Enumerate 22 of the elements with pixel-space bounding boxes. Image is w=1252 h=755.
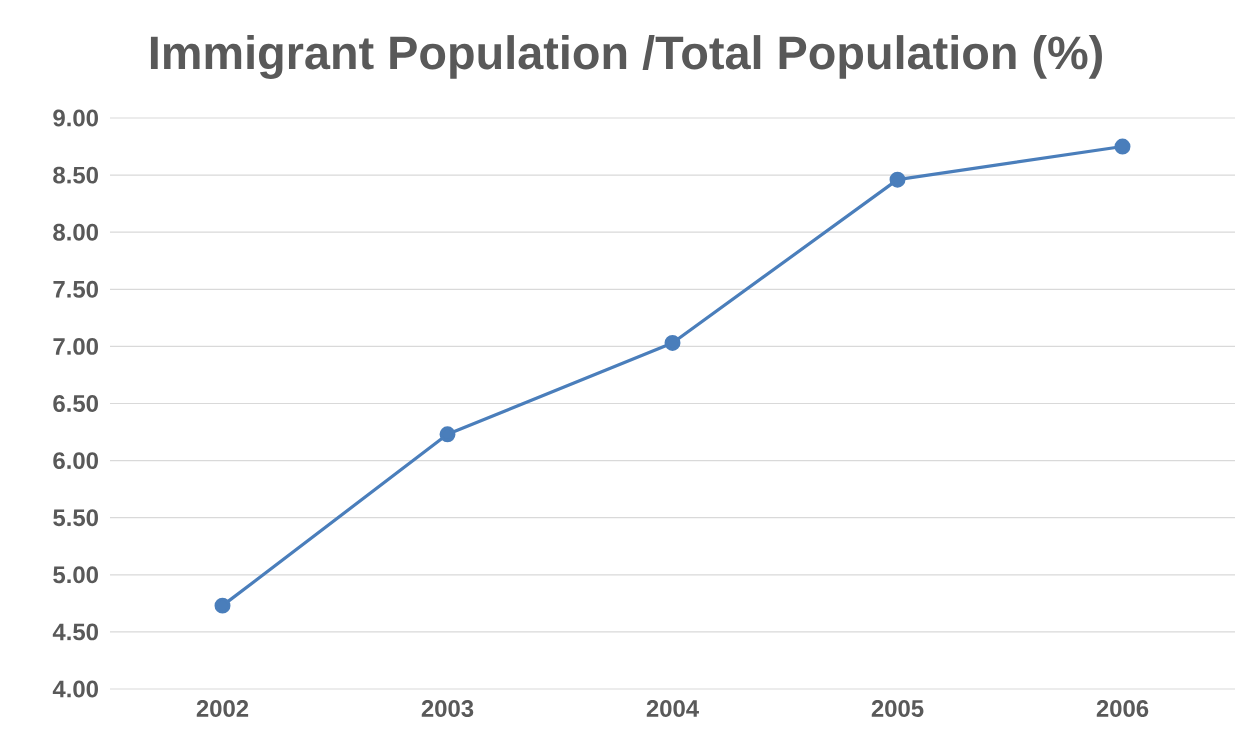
y-tick-label: 4.00 (52, 680, 98, 698)
point (1114, 138, 1131, 155)
y-tick-label: 4.50 (52, 623, 98, 641)
x-tick-label: 2004 (646, 700, 699, 717)
y-tick-label: 8.50 (53, 166, 98, 184)
y-tick-label: 9.00 (53, 109, 98, 127)
y-tick-label: 8.00 (53, 223, 98, 241)
point (889, 171, 906, 188)
y-tick-label: 7.50 (53, 280, 98, 298)
x-tick-label: 2003 (421, 700, 474, 718)
x-tick-label: 2002 (196, 700, 249, 717)
chart-title: Immigrant Population /Total Population (%) (150, 35, 1102, 79)
x-tick-label: 2005 (871, 700, 924, 717)
y-tick-label: 5.50 (53, 509, 98, 527)
y-tick-label: 5.00 (53, 566, 98, 584)
point (664, 334, 681, 351)
point (439, 426, 456, 443)
y-tick-label: 6.50 (53, 395, 98, 412)
x-tick-label: 2006 (1096, 700, 1149, 717)
point (214, 597, 231, 614)
y-tick-label: 7.00 (53, 337, 98, 355)
y-tick-label: 6.00 (53, 452, 98, 470)
